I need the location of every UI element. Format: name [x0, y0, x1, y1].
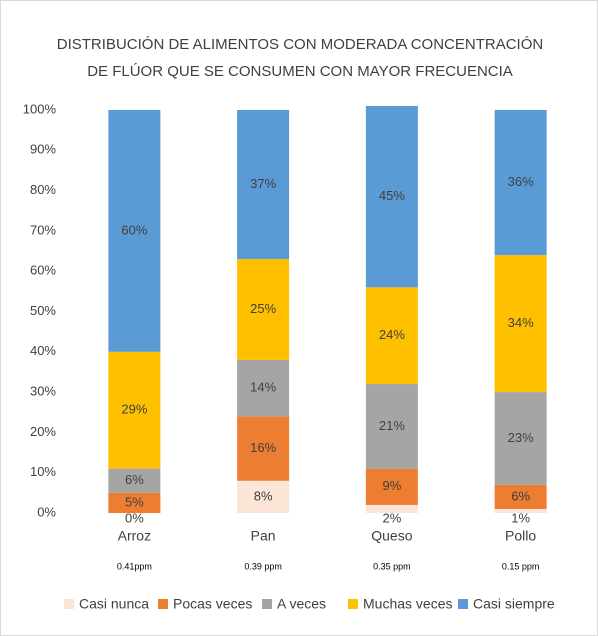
- legend-swatch: [64, 599, 74, 609]
- y-tick-label: 40%: [30, 343, 56, 358]
- data-label: 29%: [121, 402, 147, 417]
- category-note: 0.35 ppm: [373, 561, 411, 571]
- bar-segment: [494, 484, 547, 509]
- y-tick-label: 70%: [30, 222, 56, 237]
- bar-segment: [108, 110, 161, 352]
- bar-segment: [494, 392, 547, 485]
- bar-segment: [365, 287, 418, 385]
- data-label: 5%: [125, 494, 144, 509]
- bar-segment: [108, 351, 161, 469]
- data-label: 6%: [511, 488, 530, 503]
- x-tick-label: Arroz: [118, 528, 151, 544]
- legend-label: Casi siempre: [473, 596, 555, 612]
- data-label: 8%: [254, 488, 273, 503]
- x-tick-label: Pollo: [505, 528, 536, 544]
- y-tick-label: 80%: [30, 182, 56, 197]
- bar-segment: [237, 416, 290, 481]
- data-label: 34%: [508, 315, 534, 330]
- chart-title: DISTRIBUCIÓN DE ALIMENTOS CON MODERADA C…: [57, 36, 543, 53]
- data-label: 37%: [250, 176, 276, 191]
- legend-label: A veces: [277, 596, 326, 612]
- data-label: 21%: [379, 418, 405, 433]
- y-tick-label: 20%: [30, 424, 56, 439]
- legend-swatch: [458, 599, 468, 609]
- bar-segment: [237, 359, 290, 417]
- legend-label: Muchas veces: [363, 596, 452, 612]
- y-tick-label: 10%: [30, 464, 56, 479]
- bar-segment: [365, 384, 418, 469]
- data-label: 23%: [508, 430, 534, 445]
- bar-segment: [108, 468, 161, 493]
- data-label: 45%: [379, 188, 405, 203]
- legend-label: Casi nunca: [79, 596, 149, 612]
- y-tick-label: 60%: [30, 263, 56, 278]
- data-label: 16%: [250, 440, 276, 455]
- category-note: 0.15 ppm: [502, 561, 540, 571]
- bar-segment: [494, 110, 547, 256]
- bar-segment: [237, 110, 290, 260]
- legend-label: Pocas veces: [173, 596, 252, 612]
- chart-title: DE FLÚOR QUE SE CONSUMEN CON MAYOR FRECU…: [87, 63, 513, 80]
- x-tick-label: Pan: [251, 528, 276, 544]
- bar-segment: [108, 492, 161, 513]
- data-label: 36%: [508, 174, 534, 189]
- legend-swatch: [348, 599, 358, 609]
- bar-segment: [365, 468, 418, 505]
- bar-segment: [494, 508, 547, 513]
- legend-swatch: [262, 599, 272, 609]
- legend-swatch: [158, 599, 168, 609]
- bar-segment: [365, 504, 418, 513]
- data-label: 0%: [125, 510, 144, 525]
- data-label: 1%: [511, 510, 530, 525]
- data-label: 60%: [121, 222, 147, 237]
- data-label: 24%: [379, 327, 405, 342]
- y-tick-label: 0%: [37, 504, 56, 519]
- data-label: 25%: [250, 301, 276, 316]
- data-label: 14%: [250, 380, 276, 395]
- data-label: 9%: [382, 478, 401, 493]
- y-tick-label: 100%: [23, 101, 57, 116]
- category-note: 0.39 ppm: [244, 561, 282, 571]
- y-tick-label: 50%: [30, 303, 56, 318]
- x-tick-label: Queso: [371, 528, 412, 544]
- bar-segment: [494, 255, 547, 393]
- data-label: 6%: [125, 472, 144, 487]
- bar-segment: [237, 259, 290, 360]
- category-note: 0.41ppm: [117, 561, 152, 571]
- y-tick-label: 90%: [30, 142, 56, 157]
- bar-segment: [237, 480, 290, 513]
- y-tick-label: 30%: [30, 384, 56, 399]
- bar-segment: [365, 105, 418, 288]
- data-label: 2%: [382, 510, 401, 525]
